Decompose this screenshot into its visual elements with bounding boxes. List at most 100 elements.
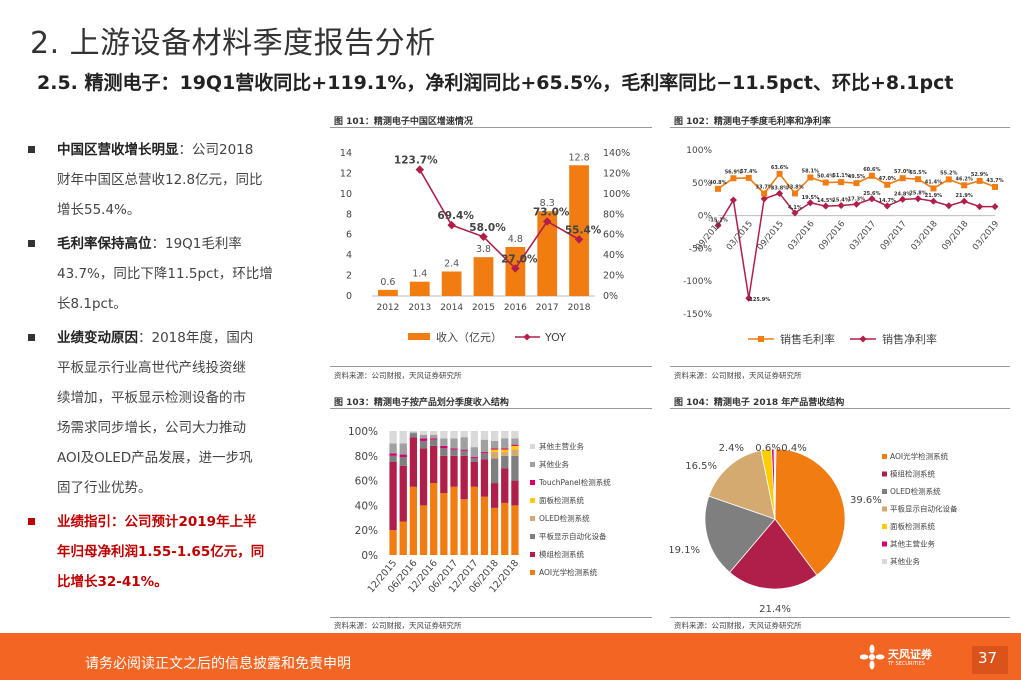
stacked-bar-segment [419, 448, 428, 506]
stacked-bar-segment [480, 452, 489, 454]
y-tick-label: 50% [692, 179, 712, 189]
bullet-item: 业绩变动原因：2018年度，国内 平板显示行业高世代产线投资继 续增加，平板显示… [28, 323, 303, 503]
legend-swatch-revenue [408, 333, 430, 340]
stacked-bar-segment [399, 443, 407, 455]
gross-margin-value-label: 55.5% [909, 170, 926, 176]
legend-swatch [530, 444, 535, 449]
gross-margin-value-label: 57.0% [894, 169, 911, 175]
stacked-bar-segment [480, 439, 489, 453]
stacked-bar-segment [460, 449, 468, 451]
net-margin-point [991, 203, 999, 211]
y-left-tick-label: 12 [340, 168, 352, 179]
stacked-bar-segment [501, 468, 509, 503]
pie-slice-label: 0.4% [781, 443, 806, 454]
stacked-bar-segment [501, 455, 509, 469]
figure-header: 图 101：精测电子中国区增速情况 [334, 117, 473, 127]
bullet-line: 平板显示行业高世代产线投资继 [57, 360, 246, 376]
yoy-value-label: 123.7% [394, 155, 438, 167]
net-margin-point [822, 202, 830, 210]
stacked-bar-segment [389, 453, 397, 456]
gross-margin-point [884, 181, 891, 188]
stacked-bar-segment [501, 502, 509, 555]
yoy-value-label: 27.0% [501, 253, 538, 265]
footer-disclaimer[interactable]: 请务必阅读正文之后的信息披露和免责申明 [85, 656, 351, 672]
bar-value-label: 1.4 [412, 269, 427, 280]
net-margin-point [806, 199, 814, 207]
stacked-bar-segment [399, 454, 407, 458]
y-tick-label: 80% [355, 451, 378, 463]
stacked-bar-segment [430, 438, 438, 440]
x-tick-label: 09/2017 [879, 219, 909, 252]
legend-swatch-gross-marker [758, 336, 764, 342]
stacked-bar-segment [389, 443, 397, 454]
legend-label: TouchPanel检测系统 [538, 477, 611, 487]
stacked-bar-segment [501, 448, 509, 450]
bullet-line: AOI及OLED产品发展，进一步巩 [57, 450, 253, 466]
stacked-bar-segment [460, 431, 468, 438]
pie-slice-label: 39.6% [850, 495, 882, 506]
gross-margin-point [868, 172, 875, 179]
bullet-text: 业绩指引：公司预计2019年上半 年归母净利润1.55-1.65亿元，同 比增长… [57, 507, 264, 597]
gross-margin-point [838, 179, 845, 186]
stacked-bar-segment [440, 448, 448, 456]
stacked-bar-segment [440, 493, 448, 555]
stacked-bar-segment [490, 440, 499, 449]
x-tick-label: 03/2016 [786, 219, 816, 252]
net-margin-value-label: 33.8% [771, 185, 788, 191]
y-left-tick-label: 2 [346, 271, 352, 282]
y-tick-label: 40% [355, 500, 378, 512]
bullet-list: 中国区营收增长明显：公司2018 财年中国区总营收12.8亿元，同比 增长55.… [28, 135, 303, 601]
gross-margin-value-label: 43.7% [986, 178, 1003, 184]
x-tick-label: 03/2019 [971, 219, 1001, 252]
legend-label: 平板显示自动化设备 [539, 531, 607, 541]
x-tick-label: 2013 [408, 303, 431, 313]
stacked-bar-segment [480, 496, 489, 555]
net-margin-point [976, 203, 984, 211]
legend-label: OLED检测系统 [890, 486, 941, 496]
bullet-line: 2018年度，国内 [151, 330, 254, 346]
gross-margin-point [791, 190, 798, 197]
net-margin-point [883, 202, 891, 210]
y-left-tick-label: 10 [340, 189, 352, 200]
x-tick-label: 09/2018 [940, 219, 970, 252]
section-subtitle: 2.5. 精测电子：19Q1营收同比+119.1%，净利润同比+65.5%，毛利… [37, 72, 954, 94]
bullet-line: 续增加，平板显示检测设备的市 [57, 390, 246, 406]
bullet-label: 毛利率保持高位 [57, 236, 152, 252]
stacked-bar-segment [511, 480, 519, 506]
bar-value-label: 8.3 [540, 198, 555, 209]
legend-swatch [882, 559, 887, 564]
y-tick-label: 0% [361, 550, 378, 562]
gross-margin-value-label: 55.2% [940, 170, 957, 176]
stacked-bar-segment [480, 453, 489, 460]
stacked-bar-segment [490, 431, 499, 441]
gross-margin-point [976, 177, 983, 184]
stacked-bar-segment [430, 445, 438, 484]
gross-margin-value-label: 56.9% [725, 169, 742, 175]
stacked-bar-segment [430, 434, 438, 439]
legend-label: 平板显示自动化设备 [890, 504, 958, 514]
legend-swatch [530, 498, 535, 503]
bullet-item: 毛利率保持高位：19Q1毛利率 43.7%，同比下降11.5pct，环比增 长8… [28, 229, 303, 319]
stacked-bar-segment [389, 530, 397, 555]
stacked-bar-segment [470, 486, 478, 555]
stacked-bar-segment [511, 444, 519, 446]
stacked-bar-segment [409, 432, 418, 434]
y-left-tick-label: 14 [340, 148, 352, 159]
net-margin-point [791, 209, 799, 217]
stacked-bar-segment [419, 438, 428, 441]
net-margin-value-label: 14.5% [817, 198, 834, 204]
bullet-item: 中国区营收增长明显：公司2018 财年中国区总营收12.8亿元，同比 增长55.… [28, 135, 303, 225]
y-right-tick-label: 60% [603, 230, 624, 241]
y-right-tick-label: 20% [603, 271, 624, 282]
gross-margin-point [961, 182, 968, 189]
legend-label: AOI光学检测系统 [539, 567, 598, 577]
stacked-bar-segment [440, 455, 448, 493]
bullet-line: 比增长32-41%。 [57, 574, 168, 590]
net-margin-value-label: 4.1% [788, 205, 802, 211]
gross-margin-point [945, 176, 952, 183]
stacked-bar-segment [480, 431, 489, 440]
stacked-bar-segment [440, 445, 448, 449]
gross-margin-value-label: 47.0% [879, 176, 896, 182]
stacked-bar-segment [460, 437, 468, 450]
figure-103-panel: 图 103：精测电子按产品划分季度收入结构 0% 20% 40% 60% 80% 100%… [330, 393, 652, 631]
